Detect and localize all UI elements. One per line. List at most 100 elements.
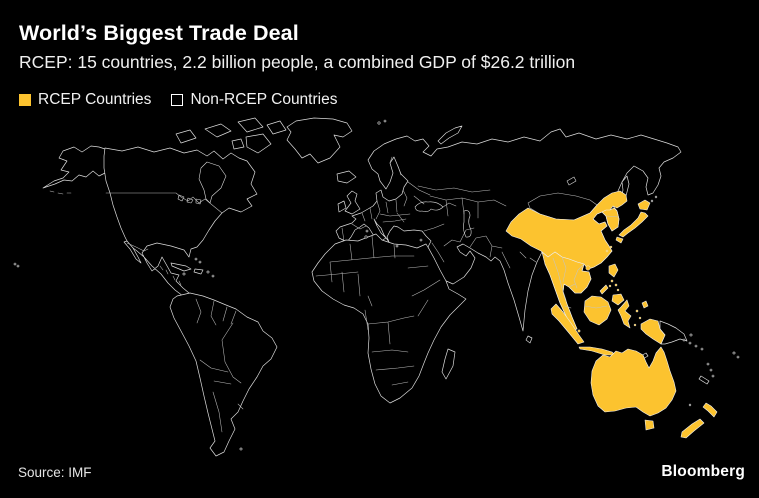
borders-central-america bbox=[159, 265, 182, 286]
map-africa bbox=[311, 233, 467, 404]
borders-indochina bbox=[552, 256, 585, 309]
map-hispaniola bbox=[193, 268, 204, 275]
map-caspian-sea bbox=[463, 210, 472, 238]
map-philippines-palawan bbox=[599, 284, 609, 295]
map-north-america bbox=[103, 146, 258, 297]
map-island-tasmania bbox=[644, 419, 655, 431]
map-iceland bbox=[336, 170, 357, 184]
fiji bbox=[736, 355, 740, 359]
map-madagascar bbox=[441, 348, 456, 380]
map-greenland bbox=[286, 117, 353, 164]
legend-item-rcep: RCEP Countries bbox=[19, 91, 151, 109]
map-island-sulawesi bbox=[617, 299, 632, 329]
small-islands bbox=[13, 119, 740, 451]
map-island-sumatra bbox=[550, 303, 585, 345]
cyprus bbox=[419, 238, 423, 242]
solomon-islands bbox=[694, 344, 698, 348]
kuril-islands bbox=[654, 195, 658, 199]
hawaii-islands bbox=[13, 262, 17, 266]
maluku-islands bbox=[633, 323, 637, 327]
fiji bbox=[732, 351, 736, 355]
bahamas bbox=[194, 257, 198, 261]
non-rcep-swatch-icon bbox=[171, 94, 184, 106]
border-us-canada bbox=[105, 192, 223, 214]
borders-africa bbox=[315, 235, 441, 386]
lesser-antilles bbox=[211, 274, 215, 278]
map-region-hainan bbox=[585, 265, 591, 271]
borders-south-america bbox=[195, 298, 244, 433]
map-country-japan-honshu bbox=[618, 211, 649, 238]
map-south-america bbox=[169, 292, 278, 457]
map-country-singapore bbox=[577, 329, 581, 333]
map-island-halmahera bbox=[641, 300, 649, 309]
aleutian-islands bbox=[49, 190, 72, 195]
maluku-islands bbox=[638, 316, 642, 320]
falkland-islands bbox=[239, 447, 243, 451]
sardinia bbox=[364, 235, 368, 239]
map-nz-south-island bbox=[680, 418, 705, 439]
norfolk-island bbox=[688, 403, 692, 407]
new-britain bbox=[689, 333, 693, 337]
legend-label-rcep: RCEP Countries bbox=[38, 91, 152, 108]
japan-ryukyu-islands bbox=[609, 245, 613, 249]
japan-ryukyu-islands bbox=[605, 249, 609, 253]
map-country-japan-hokkaido bbox=[637, 199, 651, 211]
map-cuba bbox=[170, 262, 192, 272]
puerto-rico bbox=[206, 270, 210, 274]
maluku-islands bbox=[635, 309, 639, 313]
map-new-caledonia bbox=[698, 375, 710, 385]
borders-europe bbox=[341, 156, 457, 242]
philippines-visayas bbox=[608, 284, 612, 288]
map-nz-north-island bbox=[702, 402, 718, 418]
map-canadian-arctic-islands bbox=[175, 117, 287, 154]
bahamas bbox=[198, 260, 202, 264]
crete bbox=[395, 244, 399, 248]
map-alaska bbox=[42, 145, 106, 189]
map-black-sea bbox=[414, 201, 444, 212]
kuril-islands bbox=[650, 199, 654, 203]
vanuatu bbox=[711, 374, 715, 378]
map-philippines-luzon bbox=[608, 263, 619, 278]
legend-item-non-rcep: Non-RCEP Countries bbox=[171, 91, 337, 109]
vanuatu bbox=[709, 368, 713, 372]
vanuatu bbox=[706, 362, 710, 366]
map-baja-california bbox=[123, 240, 142, 264]
philippines-visayas bbox=[616, 288, 620, 292]
svalbard bbox=[377, 121, 381, 125]
map-island-java bbox=[578, 346, 616, 356]
solomon-islands bbox=[682, 338, 686, 342]
map-region-indochina bbox=[541, 251, 592, 331]
map-novaya-zemlya bbox=[437, 125, 463, 145]
map-island-borneo bbox=[583, 295, 612, 326]
border-korea-dmz bbox=[606, 215, 619, 218]
borders-middle-east bbox=[431, 227, 537, 269]
map-lake-baikal bbox=[566, 176, 577, 186]
philippines-visayas bbox=[610, 279, 614, 283]
map-philippines-mindanao bbox=[611, 293, 625, 306]
map-country-japan-kyushu bbox=[615, 236, 624, 244]
border-us-mexico bbox=[126, 242, 149, 252]
map-ireland bbox=[337, 200, 347, 213]
map-island-west-new-guinea bbox=[640, 318, 666, 345]
page-subtitle: RCEP: 15 countries, 2.2 billion people, … bbox=[19, 52, 576, 72]
rcep-countries bbox=[505, 190, 718, 439]
map-great-britain bbox=[344, 190, 361, 215]
page-title: World’s Biggest Trade Deal bbox=[19, 21, 299, 45]
philippines-visayas bbox=[614, 283, 618, 287]
map-country-south-korea-peninsula bbox=[601, 207, 620, 232]
legend-label-non-rcep: Non-RCEP Countries bbox=[190, 91, 338, 108]
header: World’s Biggest Trade Deal RCEP: 15 coun… bbox=[19, 20, 575, 74]
map-sri-lanka bbox=[525, 335, 533, 344]
corsica bbox=[365, 229, 369, 233]
jamaica bbox=[182, 272, 186, 276]
source-note: Source: IMF bbox=[18, 465, 92, 480]
map-country-australia bbox=[590, 346, 677, 417]
border-malaysia-indonesia bbox=[584, 305, 608, 309]
borders-central-asia bbox=[417, 185, 507, 219]
solomon-islands bbox=[688, 341, 692, 345]
hawaii-islands bbox=[16, 264, 20, 268]
rcep-swatch-icon bbox=[19, 94, 31, 106]
svalbard bbox=[383, 119, 387, 123]
